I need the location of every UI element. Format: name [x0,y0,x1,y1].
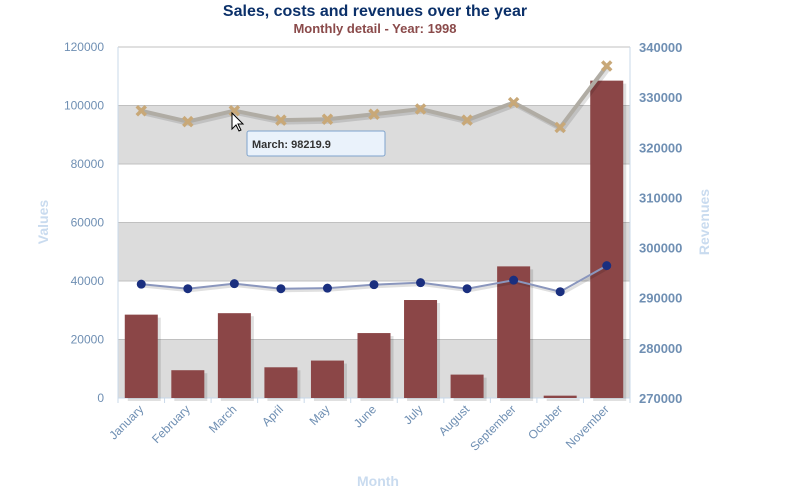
y2-tick-label-7: 340000 [639,40,682,55]
x-tick-label-april: April [259,402,286,429]
gold-point-august [461,114,473,126]
y2-tick-label-1: 280000 [639,341,682,356]
navy-point-september [509,275,519,285]
x-tick-label-august: August [436,402,473,439]
bar-february [171,370,205,398]
x-tick-label-may: May [307,402,333,428]
bar-april [264,367,298,398]
gold-point-june [368,108,380,121]
x-tick-label-january: January [106,402,146,442]
left-axis-ticks: 0 20000 40000 60000 80000 100000 120000 [64,40,104,405]
navy-point-july [416,278,426,288]
y-axis-title: Values [35,200,51,245]
tooltip-box [246,130,386,157]
y-tick-label-6: 120000 [64,40,104,54]
navy-point-march [229,279,239,289]
bar-may [310,360,344,398]
chart-title: Sales, costs and revenues over the year [223,3,527,20]
navy-line-series [136,261,612,297]
navy-point-may [322,283,332,293]
navy-point-november [602,261,612,271]
gold-point-september [507,96,520,109]
navy-point-april [276,284,286,294]
tooltip: March: 98219.9 [246,130,386,157]
y2-axis-title: Revenues [696,189,712,255]
chart-subtitle: Monthly detail - Year: 1998 [293,21,456,36]
navy-point-august [462,284,472,294]
y-tick-label-5: 100000 [64,99,104,113]
bar-series [124,80,627,401]
y2-tick-label-6: 330000 [639,90,682,105]
x-tick-label-july: July [401,402,426,427]
bar-shadow-9 [546,398,580,401]
navy-point-june [369,280,379,290]
x-tick-label-february: February [149,402,193,446]
x-tick-label-september: September [467,402,518,453]
y-tick-label-2: 40000 [71,274,105,288]
y2-tick-label-3: 300000 [639,241,682,256]
gold-point-january [135,105,148,117]
y2-tick-label-2: 290000 [639,291,682,306]
bar-january [124,314,158,398]
navy-point-february [183,284,193,294]
bar-november [590,80,624,398]
navy-point-october [555,287,565,297]
gold-line-series [135,60,613,134]
bar-july [404,300,438,398]
x-tick-label-october: October [525,402,565,442]
x-tick-label-november: November [563,402,612,451]
y-tick-label-0: 0 [97,391,104,405]
x-tick-label-march: March [206,402,239,435]
bar-august [450,374,484,398]
y-tick-label-1: 20000 [71,333,105,347]
bar-september [497,266,531,398]
x-tick-label-june: June [351,402,380,431]
x-axis-title: Month [357,473,399,489]
y2-tick-label-5: 320000 [639,140,682,155]
grid-band-1 [118,222,630,281]
mouse-cursor-icon [231,111,245,132]
gold-point-october [554,121,566,134]
bar-march [217,313,251,398]
gold-point-july [414,103,427,115]
tooltip-text: March: 98219.9 [252,139,331,151]
bar-june [357,333,391,398]
gold-point-february [182,115,194,128]
right-axis-ticks: 270000 280000 290000 300000 310000 320000 3300… [639,40,682,406]
y-tick-label-3: 60000 [71,216,105,230]
gold-point-may [321,113,334,125]
navy-point-january [136,279,146,289]
bar-october [543,395,577,398]
gold-point-april [275,114,287,126]
y-tick-label-4: 80000 [71,157,105,171]
y2-tick-label-0: 270000 [639,391,682,406]
y2-tick-label-4: 310000 [639,190,682,205]
category-axis-ticks: January February March April May June July Augu… [106,398,631,454]
gold-point-november [600,60,613,72]
gold-point-march [228,104,241,117]
